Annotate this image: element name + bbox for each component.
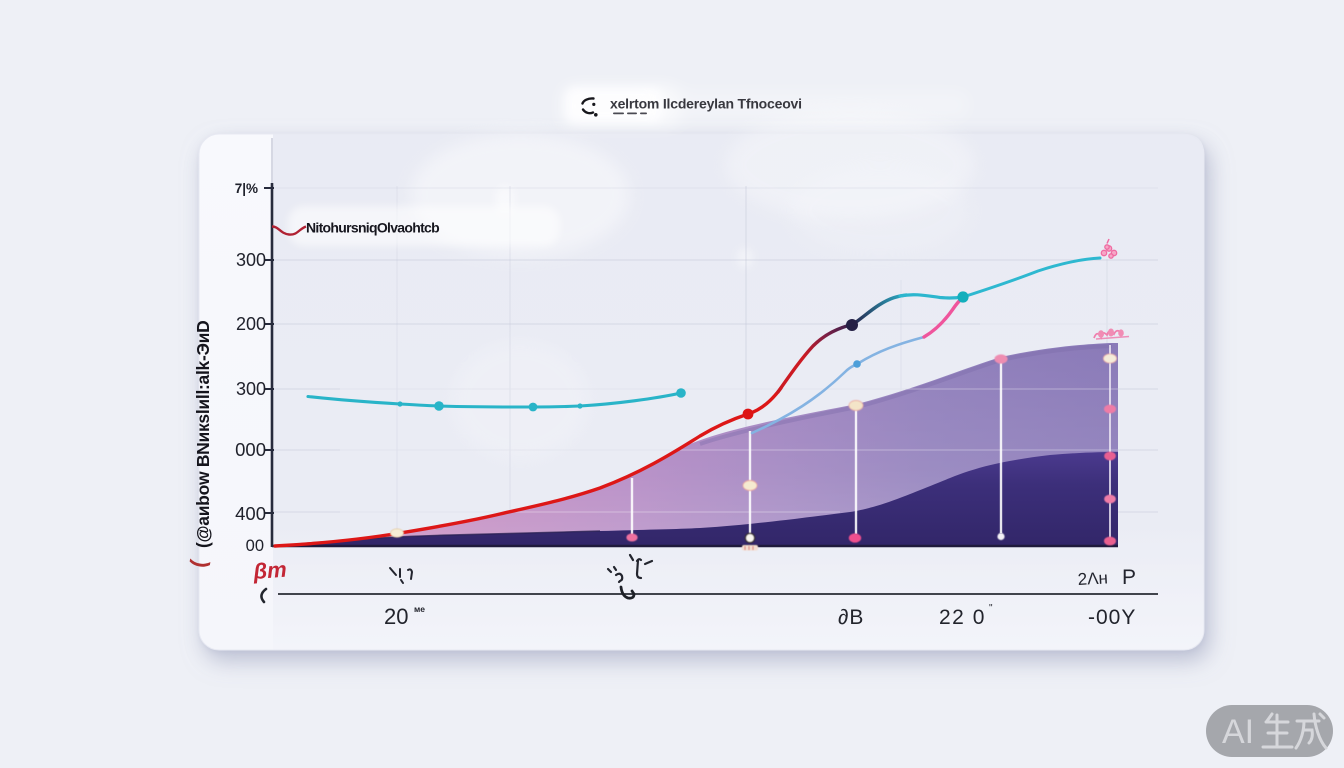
svg-text:300: 300: [236, 250, 266, 270]
svg-text:∂B: ∂B: [838, 606, 864, 629]
svg-text:2Λн: 2Λн: [1077, 568, 1108, 589]
svg-text:400: 400: [235, 503, 266, 524]
svg-text:200: 200: [236, 314, 266, 334]
svg-text:AI: AI: [1222, 713, 1254, 751]
svg-text:000: 000: [235, 439, 266, 460]
svg-text:βm: βm: [252, 557, 288, 584]
svg-text:P: P: [1122, 566, 1136, 589]
svg-text:22 0: 22 0: [939, 606, 986, 629]
svg-text:7|%: 7|%: [235, 181, 258, 196]
svg-text:300: 300: [236, 379, 266, 399]
svg-text:xelrtom Ilcdereylan Tfnoceovi: xelrtom Ilcdereylan Tfnoceovi: [610, 96, 802, 112]
svg-text:20: 20: [384, 604, 408, 629]
svg-text:(@aиbow BNикslиll:alk-ЭиD: (@aиbow BNикslиll:alk-ЭиD: [193, 321, 213, 548]
svg-text:-00Y: -00Y: [1088, 606, 1136, 629]
svg-text:": ": [989, 603, 993, 614]
svg-text:ме: ме: [414, 604, 425, 614]
svg-text:00: 00: [246, 537, 264, 555]
svg-text:NitohursniqOlvaohtcb: NitohursniqOlvaohtcb: [306, 220, 439, 236]
